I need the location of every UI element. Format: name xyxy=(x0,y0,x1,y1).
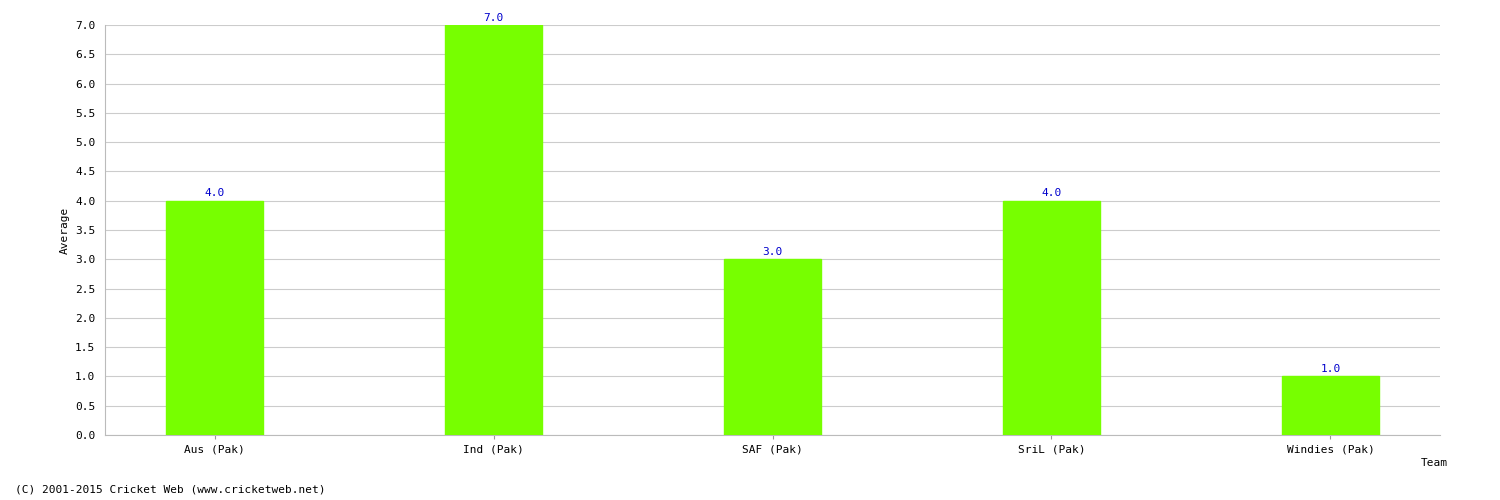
Text: 1.0: 1.0 xyxy=(1320,364,1341,374)
Bar xyxy=(1002,200,1101,435)
Y-axis label: Average: Average xyxy=(60,206,69,254)
Bar xyxy=(723,260,822,435)
Text: 4.0: 4.0 xyxy=(1041,188,1062,198)
Bar xyxy=(444,25,543,435)
Text: Team: Team xyxy=(1420,458,1448,468)
Text: 3.0: 3.0 xyxy=(762,247,783,257)
Bar xyxy=(165,200,264,435)
Text: 4.0: 4.0 xyxy=(204,188,225,198)
Text: (C) 2001-2015 Cricket Web (www.cricketweb.net): (C) 2001-2015 Cricket Web (www.cricketwe… xyxy=(15,485,326,495)
Bar xyxy=(1281,376,1380,435)
Text: 7.0: 7.0 xyxy=(483,12,504,22)
